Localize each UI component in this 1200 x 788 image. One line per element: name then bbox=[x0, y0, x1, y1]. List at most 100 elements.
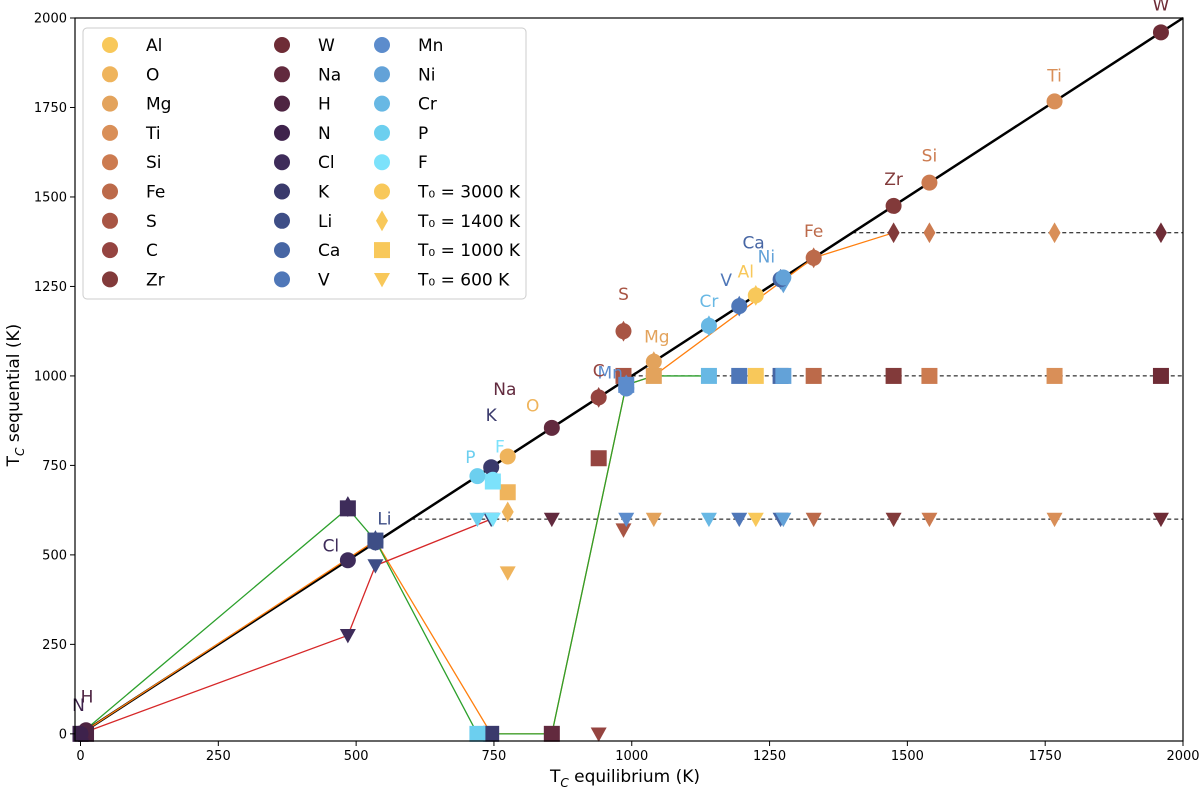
marker-circle-o bbox=[499, 448, 516, 465]
marker-square-na bbox=[543, 725, 560, 742]
marker-circle-ni bbox=[775, 269, 792, 286]
connecting-line-1 bbox=[80, 375, 709, 735]
marker-triangle-down-zr bbox=[885, 512, 902, 528]
legend-layer: Al O Mg Ti Si Fe SC Zr W Na HN Cl K Li Ca V Mn Ni Cr PF T₀ =… bbox=[82, 27, 527, 300]
marker-square-si bbox=[921, 367, 938, 384]
marker-circle-v bbox=[731, 298, 748, 315]
marker-square-o bbox=[499, 484, 516, 501]
legend-label-7: C bbox=[146, 241, 158, 261]
legend-marker-16 bbox=[274, 242, 290, 259]
axes-layer: 0 250 500 750 1000 1250 1500 1750 2000 0 250 500 750… bbox=[34, 12, 1200, 765]
marker-triangle-down-si bbox=[921, 512, 938, 528]
annotation-n: N bbox=[72, 696, 85, 716]
marker-square-cr bbox=[700, 367, 717, 384]
marker-triangle-down-cl bbox=[339, 629, 356, 644]
marker-triangle-down-li bbox=[367, 559, 384, 574]
marker-triangle-down-v bbox=[731, 512, 748, 528]
marker-circle-al bbox=[747, 287, 764, 304]
y-tick-label-7: 1750 bbox=[34, 101, 67, 116]
marker-circle-na bbox=[543, 419, 560, 436]
legend-marker-19 bbox=[374, 66, 390, 83]
marker-triangle-down-s bbox=[615, 523, 632, 538]
marker-diamond-si bbox=[923, 222, 936, 244]
annotation-fe: Fe bbox=[804, 222, 823, 242]
legend-label-21: P bbox=[418, 124, 428, 144]
legend-marker-9 bbox=[274, 37, 290, 53]
marker-diamond-ti bbox=[1048, 222, 1061, 244]
x-tick-label-8: 2000 bbox=[1166, 749, 1199, 764]
x-axis-label-sub: C bbox=[560, 776, 569, 788]
marker-circle-zr bbox=[885, 197, 902, 214]
annotation-cr: Cr bbox=[700, 292, 719, 312]
annotation-si: Si bbox=[922, 147, 938, 167]
annotation-k: K bbox=[486, 406, 498, 426]
annotation-h: H bbox=[81, 687, 94, 707]
marker-square-v bbox=[731, 367, 748, 384]
marker-square-p bbox=[469, 725, 486, 742]
legend-marker-21 bbox=[374, 124, 390, 141]
connecting-line-2 bbox=[80, 518, 492, 735]
marker-circle-mg bbox=[645, 353, 662, 370]
marker-triangle-down-mg bbox=[645, 512, 662, 528]
x-tick-label-5: 1250 bbox=[753, 749, 786, 764]
marker-triangle-down-ti bbox=[1046, 512, 1063, 528]
legend-label-13: Cl bbox=[318, 153, 335, 173]
annotation-v: V bbox=[720, 271, 732, 291]
marker-triangle-down-fe bbox=[805, 512, 822, 528]
legend-label-9: W bbox=[318, 36, 335, 56]
marker-circle-c bbox=[590, 389, 607, 406]
legend-label-20: Cr bbox=[418, 95, 437, 115]
legend-marker-24 bbox=[376, 210, 388, 232]
x-tick-label-6: 1500 bbox=[891, 749, 924, 764]
annotation-al: Al bbox=[738, 262, 754, 282]
marker-circle-n bbox=[72, 725, 89, 742]
legend-marker-0 bbox=[102, 37, 118, 53]
marker-square-ti bbox=[1046, 367, 1063, 384]
x-axis-label: TC equilibrium (K) bbox=[549, 767, 700, 788]
y-axis-label: TC sequential (K) bbox=[4, 324, 27, 468]
legend-label-5: Fe bbox=[146, 183, 165, 203]
marker-circle-p bbox=[469, 468, 486, 485]
legend-marker-26 bbox=[374, 273, 390, 288]
legend-label-16: Ca bbox=[318, 241, 340, 261]
marker-diamond-w bbox=[1154, 222, 1167, 244]
annotation-o: O bbox=[526, 396, 539, 416]
legend-marker-23 bbox=[374, 183, 390, 200]
annotation-s: S bbox=[618, 285, 629, 305]
y-tick-label-5: 1250 bbox=[34, 280, 67, 295]
legend-label-11: H bbox=[318, 95, 331, 115]
annotation-li: Li bbox=[377, 509, 391, 529]
legend-label-4: Si bbox=[146, 153, 162, 173]
marker-square-zr bbox=[885, 367, 902, 384]
annotation-ca: Ca bbox=[742, 233, 764, 253]
marker-triangle-down-na bbox=[543, 512, 560, 528]
annotation-mg: Mg bbox=[644, 328, 669, 348]
y-axis-label-sub: C bbox=[13, 447, 27, 456]
marker-triangle-down-w bbox=[1152, 512, 1169, 528]
marker-square-w bbox=[1152, 367, 1169, 384]
marker-triangle-down-o bbox=[499, 566, 516, 581]
y-axis-label-rest: sequential (K) bbox=[4, 324, 24, 448]
marker-square-k bbox=[483, 725, 500, 742]
legend-label-17: V bbox=[318, 270, 330, 290]
annotation-na: Na bbox=[493, 380, 516, 400]
x-axis-label-rest: equilibrium (K) bbox=[569, 767, 700, 787]
marker-square-al bbox=[747, 367, 764, 384]
annotation-ti: Ti bbox=[1046, 66, 1062, 86]
legend-label-2: Mg bbox=[146, 95, 171, 115]
legend-marker-8 bbox=[102, 271, 118, 288]
legend-marker-1 bbox=[102, 66, 118, 83]
marker-circle-w bbox=[1152, 24, 1169, 41]
legend-label-15: Li bbox=[318, 212, 332, 232]
legend-marker-6 bbox=[102, 212, 118, 229]
legend-marker-15 bbox=[274, 212, 290, 229]
legend-marker-2 bbox=[102, 95, 118, 112]
marker-circle-cl bbox=[339, 552, 356, 569]
annotation-ni: Ni bbox=[758, 247, 775, 267]
x-tick-label-4: 1000 bbox=[615, 749, 648, 764]
legend-label-12: N bbox=[318, 124, 331, 144]
x-axis-label-main: T bbox=[549, 767, 561, 787]
x-tick-label-1: 250 bbox=[206, 749, 231, 764]
legend-label-6: S bbox=[146, 212, 157, 232]
marker-square-c bbox=[590, 450, 607, 467]
